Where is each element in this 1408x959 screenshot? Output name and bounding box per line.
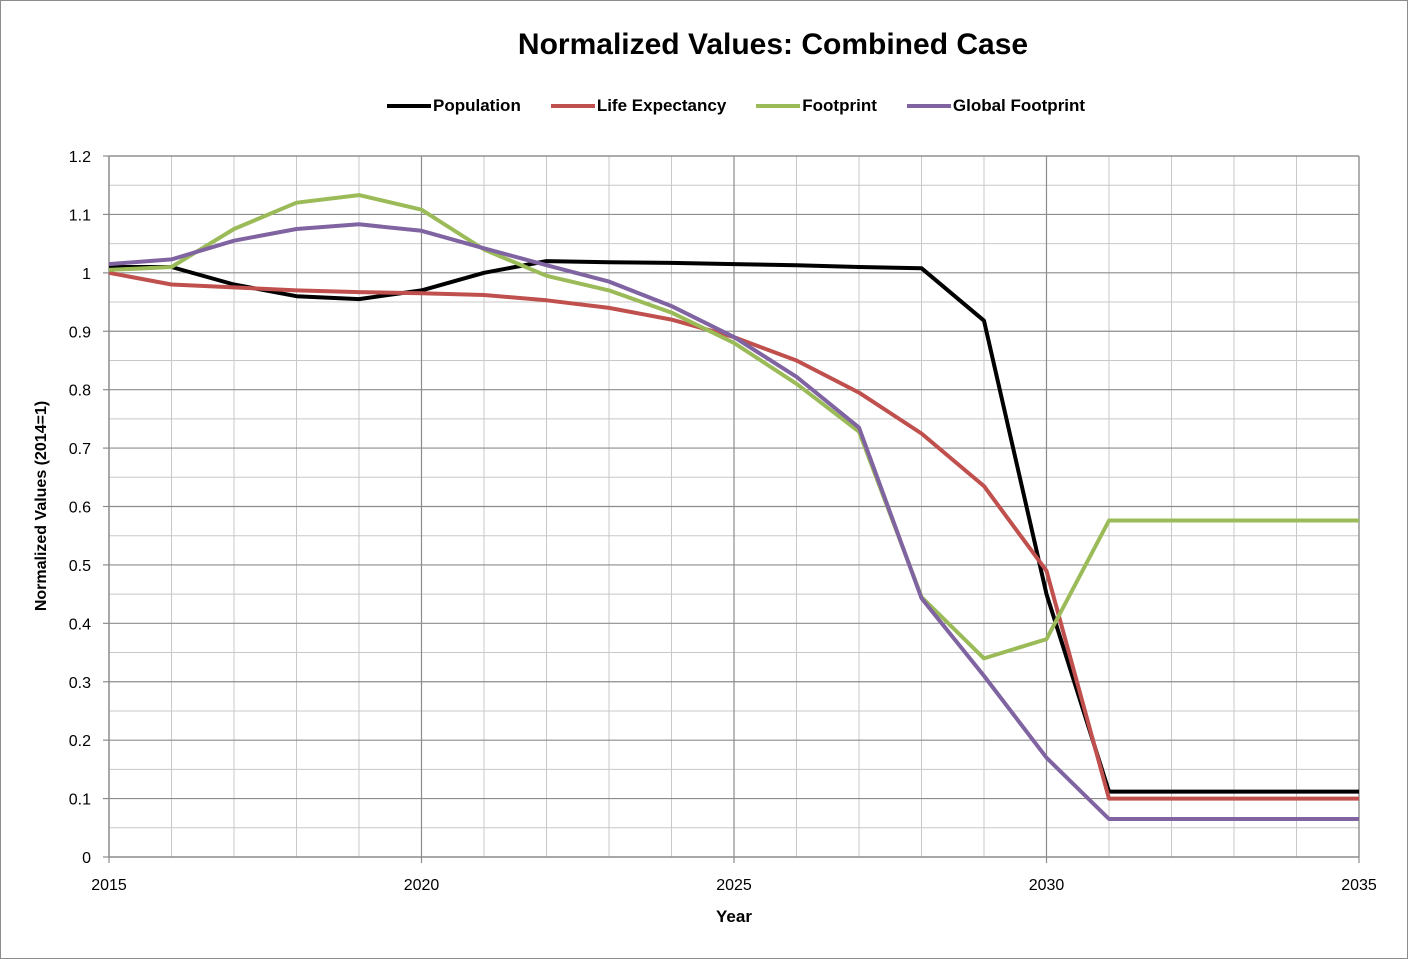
y-tick-label: 0.2 [69,733,91,750]
tick-labels: 0 0.1 0.2 0.3 0.4 0.5 0.6 0.7 0.8 0.9 1 1.1 1.2 2015 2… [69,149,1377,894]
y-tick-label: 0.3 [69,675,91,692]
x-tick-label: 2030 [1029,877,1065,894]
x-tick-label: 2035 [1341,877,1377,894]
y-tick-label: 0.9 [69,324,91,341]
axes [103,155,1360,863]
legend-swatch-life-expectancy [550,104,595,108]
legend-item-footprint: Footprint [756,96,877,116]
y-tick-label: 1.2 [69,149,91,166]
chart-title: Normalized Values: Combined Case [517,28,1029,61]
series-lines [108,193,1359,821]
legend-item-global-footprint: Global Footprint [906,96,1086,116]
y-tick-label: 0.8 [69,383,91,400]
y-tick-label: 1 [82,266,91,283]
legend-label-global-footprint: Global Footprint [952,96,1086,115]
y-tick-label: 0.6 [69,500,91,517]
y-tick-label: 0.7 [69,441,91,458]
x-tick-label: 2015 [91,877,127,894]
y-tick-label: 0.5 [69,558,91,575]
x-axis-title: Year [716,907,752,926]
legend-label-footprint: Footprint [802,96,877,115]
grid-major [109,155,1360,857]
legend-item-life-expectancy: Life Expectancy [550,96,727,116]
series-line-global-footprint [108,222,1359,821]
legend-label-population: Population [433,96,521,115]
y-tick-label: 1.1 [69,207,91,224]
legend-swatch-global-footprint [906,104,951,108]
y-tick-label: 0.4 [69,616,91,633]
legend-item-population: Population [387,96,521,116]
y-tick-label: 0 [82,850,91,867]
legend-label-life-expectancy: Life Expectancy [596,96,727,115]
x-tick-label: 2020 [404,877,440,894]
y-tick-label: 0.1 [69,792,91,809]
legend-swatch-footprint [756,104,801,108]
y-axis-title: Normalized Values (2014=1) [33,401,50,611]
legend-swatch-population [387,104,431,108]
legend: Population Life Expectancy Footprint Glo… [387,96,1115,116]
x-tick-label: 2025 [716,877,752,894]
series-line-population [109,259,1359,794]
series-line-footprint [108,193,1359,661]
